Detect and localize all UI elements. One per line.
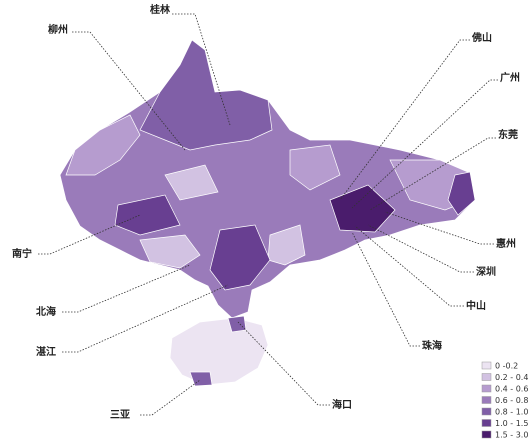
legend-label: 1.0 - 1.5 <box>495 419 528 428</box>
leader-line <box>237 321 330 406</box>
region <box>227 315 247 333</box>
legend-label: 0.6 - 0.8 <box>495 396 528 405</box>
legend: 0 -0.2 0.2 - 0.4 0.4 - 0.6 0.6 - 0.8 0.8 - 1… <box>481 361 528 440</box>
leader-line <box>354 225 464 307</box>
leader-line <box>369 137 496 211</box>
city-label: 桂林 <box>149 3 171 16</box>
leader-line <box>351 231 420 347</box>
legend-swatch <box>481 419 492 427</box>
legend-swatch <box>481 361 492 370</box>
city-label: 佛山 <box>471 31 492 44</box>
city-label: 珠海 <box>422 339 442 352</box>
city-label: 海口 <box>332 398 352 411</box>
legend-swatch <box>481 396 492 404</box>
city-label: 广州 <box>500 71 520 84</box>
region <box>189 371 213 387</box>
region <box>139 234 201 269</box>
legend-swatch <box>481 384 492 393</box>
legend-swatch <box>481 407 492 416</box>
legend-label: 1.5 - 3.0 <box>495 431 528 440</box>
region <box>65 114 141 176</box>
region <box>329 184 396 233</box>
leader-line <box>62 284 229 353</box>
city-label: 惠州 <box>496 237 516 250</box>
city-label: 中山 <box>466 299 486 312</box>
legend-swatch <box>481 430 492 439</box>
city-label: 南宁 <box>12 247 32 260</box>
city-label: 柳州 <box>48 23 68 36</box>
city-label: 三亚 <box>110 409 130 421</box>
legend-label: 0.8 - 1.0 <box>495 408 528 417</box>
legend-swatch <box>481 373 492 381</box>
city-labels: 桂林 柳州 佛山 广州 东莞 惠州 深圳 中山 珠海 海口 三亚 湛江 北海 南… <box>12 3 520 421</box>
legend-label: 0.2 - 0.4 <box>495 373 528 382</box>
leader-line <box>38 214 141 255</box>
city-label: 东莞 <box>498 128 518 141</box>
leader-line <box>339 39 470 201</box>
hainan <box>169 317 269 386</box>
region <box>139 39 273 151</box>
region <box>209 224 271 291</box>
leader-line <box>62 264 191 313</box>
regions <box>59 39 476 387</box>
legend-label: 0 -0.2 <box>495 362 518 371</box>
region <box>289 144 341 191</box>
leader-line <box>351 79 498 209</box>
city-label: 湛江 <box>36 345 56 358</box>
region <box>164 164 219 201</box>
region <box>114 194 181 236</box>
city-label: 深圳 <box>476 265 496 278</box>
region <box>447 171 476 216</box>
leader-line <box>140 379 201 416</box>
legend-label: 0.4 - 0.6 <box>495 385 528 394</box>
leader-line <box>72 31 186 151</box>
city-label: 北海 <box>36 305 56 318</box>
leader-lines <box>38 13 498 416</box>
